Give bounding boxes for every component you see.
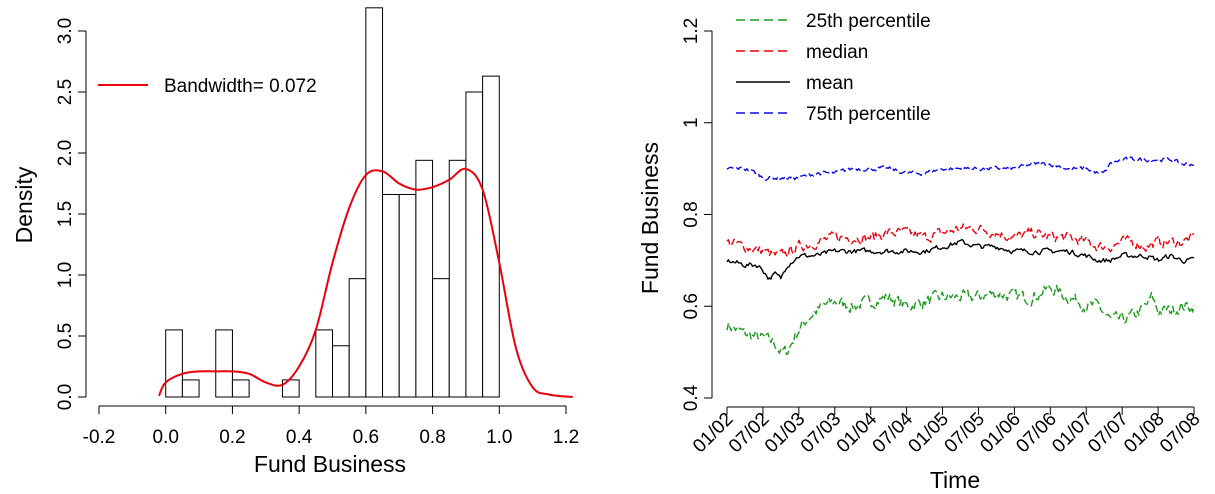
- x-tick-label: 0.6: [353, 427, 379, 448]
- y-tick-label: 2.0: [55, 140, 76, 166]
- series-line: [726, 284, 1195, 356]
- timeseries-chart: 01/0207/0201/0307/0301/0407/0401/0507/05…: [637, 11, 1205, 493]
- histogram-chart: -0.2 0.0 0.2 0.4 0.6 0.8 1.0 1.2 0.0 0.5 1.0 1.5 2.…: [11, 7, 579, 477]
- y-tick-label: 0.8: [681, 201, 702, 227]
- histogram-bar: [332, 345, 350, 398]
- right-y-axis-label: Fund Business: [637, 142, 663, 294]
- left-legend: Bandwidth= 0.072: [98, 76, 317, 97]
- histogram-bar: [398, 193, 417, 398]
- y-tick-label: 0.5: [55, 323, 76, 349]
- histogram-bar: [165, 329, 183, 398]
- x-tick-label: 01/03: [761, 409, 809, 457]
- histogram-bar: [415, 159, 434, 398]
- x-tick-label: 07/04: [869, 408, 918, 457]
- legend-label: 75th percentile: [806, 104, 931, 125]
- right-legend: 25th percentile median mean 75th percentile: [736, 11, 931, 125]
- x-tick-label: -0.2: [83, 427, 116, 448]
- y-tick-label: 2.5: [55, 79, 76, 105]
- x-tick-label: 01/02: [689, 409, 737, 457]
- left-x-axis-label: Fund Business: [254, 451, 406, 477]
- y-tick-label: 1.0: [55, 262, 76, 288]
- x-tick-label: 01/08: [1120, 409, 1168, 457]
- y-tick-label: 3.0: [55, 18, 76, 44]
- y-tick-label: 0.6: [681, 293, 702, 319]
- x-tick-label: 0.0: [153, 427, 179, 448]
- x-tick-label: 07/02: [725, 409, 773, 457]
- legend-label: mean: [806, 73, 854, 94]
- histogram-bar: [382, 193, 400, 398]
- x-tick-label: 07/05: [941, 409, 989, 457]
- histogram-bar: [365, 7, 384, 398]
- histogram-bars: [165, 7, 500, 398]
- legend-label-bandwidth: Bandwidth= 0.072: [164, 76, 317, 97]
- histogram-bar: [482, 75, 500, 398]
- histogram-bar: [448, 159, 467, 398]
- series-lines: [726, 156, 1195, 356]
- histogram-bar: [281, 379, 300, 398]
- right-y-axis: 0.4 0.6 0.8 1 1.2: [681, 18, 713, 411]
- y-tick-label: 1.2: [681, 18, 702, 44]
- x-tick-label: 07/08: [1156, 409, 1204, 457]
- y-tick-label: 1: [681, 117, 702, 128]
- left-y-axis: 0.0 0.5 1.0 1.5 2.0 2.5 3.0: [55, 18, 87, 410]
- y-tick-label: 0.0: [55, 384, 76, 410]
- x-tick-label: 07/06: [1012, 409, 1060, 457]
- histogram-bar: [215, 329, 233, 398]
- histogram-bar: [465, 91, 484, 398]
- left-y-axis-label: Density: [11, 166, 37, 243]
- left-x-axis: -0.2 0.0 0.2 0.4 0.6 0.8 1.0 1.2: [83, 405, 579, 448]
- series-line: [726, 238, 1195, 280]
- right-x-axis-label: Time: [930, 467, 980, 493]
- series-line: [726, 156, 1195, 181]
- legend-label: median: [806, 42, 868, 63]
- x-tick-label: 1.2: [553, 427, 579, 448]
- histogram-bar: [315, 329, 334, 398]
- series-line: [726, 223, 1195, 258]
- histogram-bar: [348, 278, 367, 398]
- right-x-axis: 01/0207/0201/0307/0301/0407/0401/0507/05…: [689, 406, 1205, 457]
- x-tick-label: 1.0: [486, 427, 512, 448]
- y-tick-label: 1.5: [55, 201, 76, 227]
- histogram-bar: [181, 379, 200, 398]
- x-tick-label: 01/07: [1048, 409, 1096, 457]
- x-tick-label: 01/06: [976, 409, 1024, 457]
- y-tick-label: 0.4: [681, 384, 702, 411]
- x-tick-label: 07/07: [1084, 409, 1132, 457]
- x-tick-label: 0.2: [219, 427, 245, 448]
- x-tick-label: 07/03: [797, 409, 845, 457]
- histogram-bar: [231, 379, 250, 398]
- x-tick-label: 01/04: [833, 408, 882, 457]
- density-curve: [158, 167, 573, 398]
- legend-label: 25th percentile: [806, 11, 931, 32]
- x-tick-label: 01/05: [905, 409, 953, 457]
- x-tick-label: 0.8: [419, 427, 445, 448]
- histogram-bar: [432, 278, 450, 398]
- x-tick-label: 0.4: [286, 427, 313, 448]
